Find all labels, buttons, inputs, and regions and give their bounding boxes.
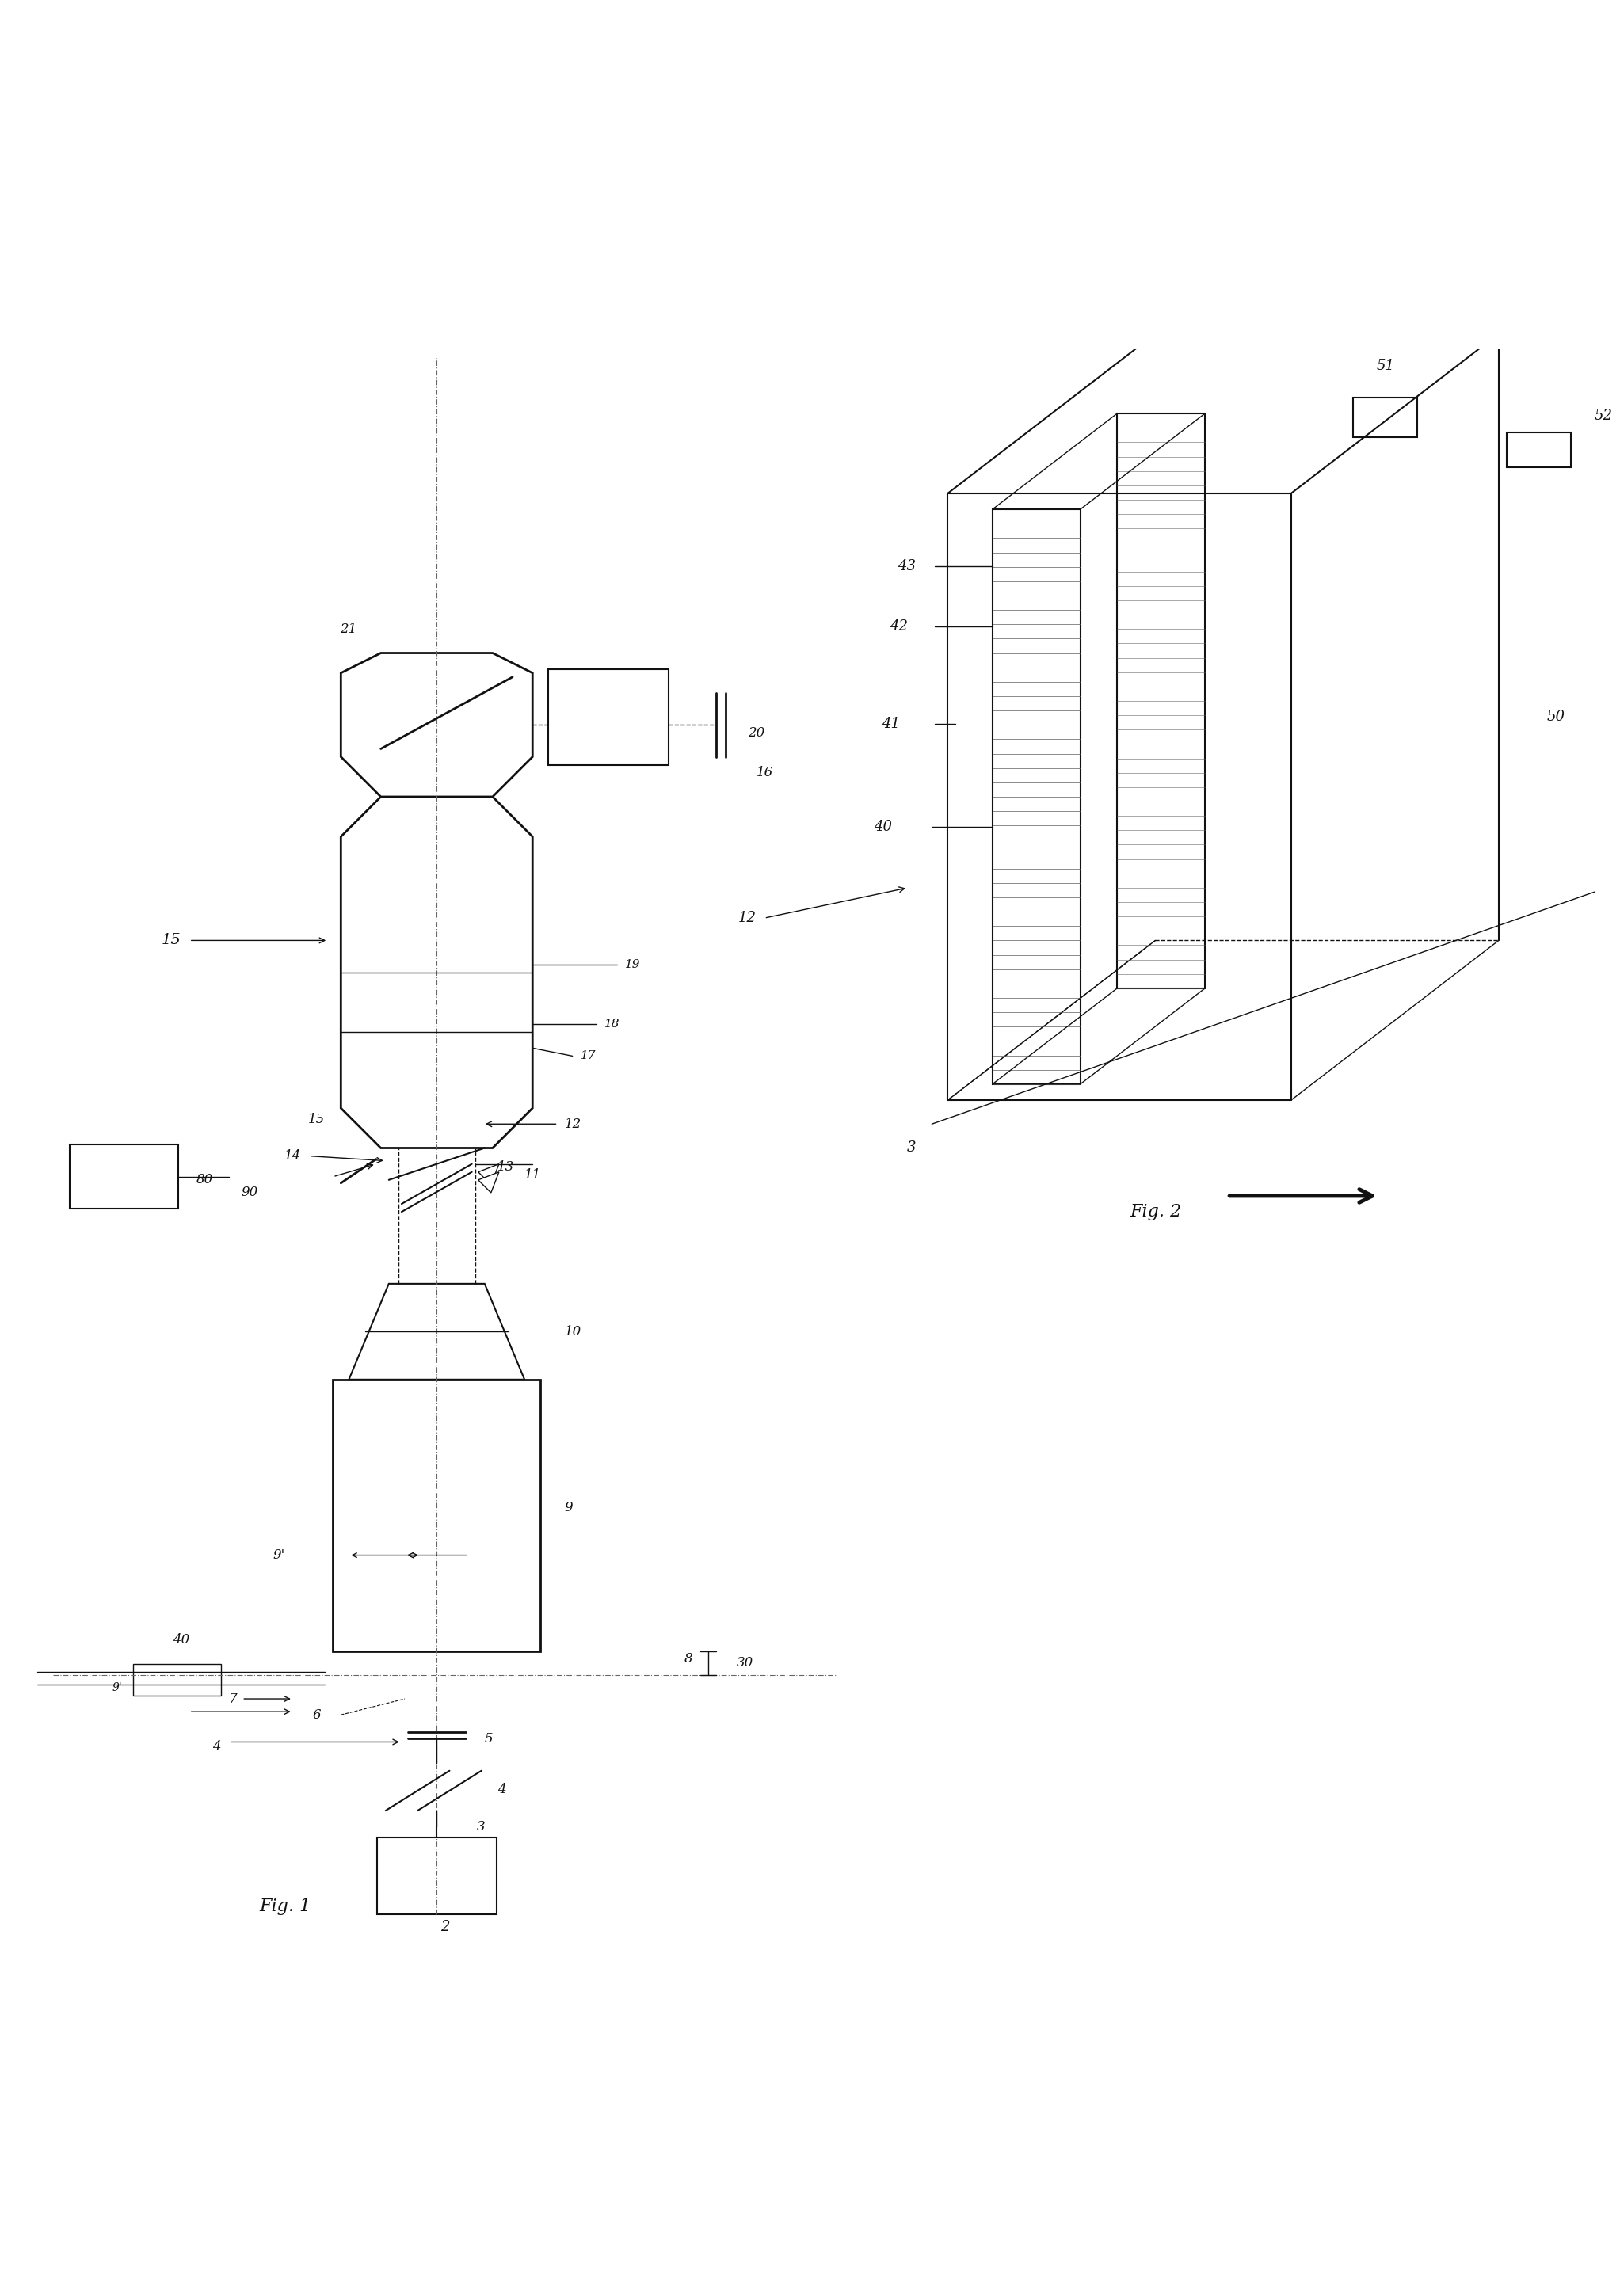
Text: 21: 21: [340, 622, 356, 636]
Text: 6: 6: [313, 1708, 321, 1722]
Text: 13: 13: [497, 1159, 514, 1173]
Text: 15: 15: [308, 1114, 326, 1125]
Text: 51: 51: [1377, 358, 1395, 372]
Text: 15: 15: [162, 932, 181, 948]
Polygon shape: [348, 1283, 525, 1380]
Text: 7: 7: [228, 1692, 237, 1706]
Text: 8: 8: [684, 1653, 693, 1665]
Text: Fig. 1: Fig. 1: [259, 1899, 311, 1915]
Text: 43: 43: [897, 558, 915, 574]
Text: 20: 20: [748, 726, 765, 739]
Text: 11: 11: [525, 1169, 541, 1182]
Text: 9: 9: [564, 1502, 573, 1513]
Polygon shape: [478, 1164, 499, 1185]
Text: 14: 14: [284, 1150, 301, 1162]
Text: 10: 10: [564, 1325, 582, 1339]
Text: 5: 5: [484, 1731, 492, 1745]
Text: 80: 80: [196, 1173, 214, 1187]
Bar: [549, 668, 669, 765]
Text: 4: 4: [212, 1740, 220, 1754]
Polygon shape: [340, 652, 533, 797]
Text: 9': 9': [112, 1683, 123, 1692]
Text: 42: 42: [889, 620, 907, 634]
Text: 2: 2: [441, 1919, 449, 1933]
Text: 30: 30: [737, 1655, 753, 1669]
Bar: [993, 510, 1081, 1084]
Text: 4: 4: [497, 1784, 505, 1795]
Bar: [332, 1380, 541, 1651]
Text: 18: 18: [604, 1019, 620, 1029]
Text: 12: 12: [564, 1118, 582, 1132]
Text: 50: 50: [1547, 709, 1565, 723]
Text: 40: 40: [873, 820, 893, 833]
Text: 40: 40: [173, 1632, 190, 1646]
Bar: [377, 1837, 497, 1915]
Bar: [1353, 397, 1418, 439]
Text: 16: 16: [757, 767, 773, 781]
Text: 41: 41: [881, 716, 899, 730]
Text: 19: 19: [625, 960, 640, 969]
Text: 12: 12: [737, 912, 757, 925]
Polygon shape: [340, 797, 533, 1148]
Text: Fig. 2: Fig. 2: [1129, 1203, 1181, 1221]
Bar: [70, 1146, 178, 1208]
Text: 17: 17: [580, 1052, 596, 1061]
Text: 9': 9': [272, 1548, 285, 1561]
Text: 52: 52: [1594, 409, 1614, 422]
Polygon shape: [478, 1171, 499, 1192]
Bar: [1118, 413, 1205, 987]
Text: 3: 3: [907, 1141, 915, 1155]
Text: 3: 3: [476, 1821, 484, 1832]
Text: 90: 90: [241, 1187, 258, 1199]
Bar: [133, 1665, 220, 1697]
Bar: [1507, 432, 1571, 466]
